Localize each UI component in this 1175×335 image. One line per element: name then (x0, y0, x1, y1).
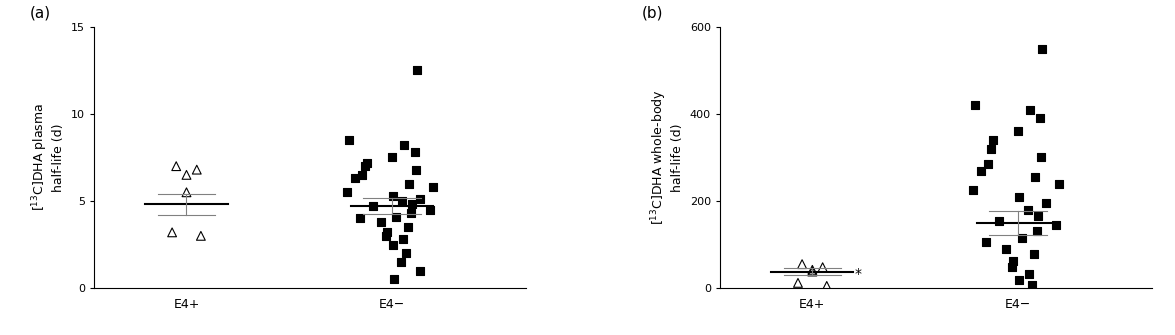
Point (377, 230, 396, 235)
Point (337, 190, 356, 195)
Text: (a): (a) (29, 6, 51, 21)
Point (1019, 271, 1038, 277)
Point (803, 269, 821, 274)
Point (1046, 222, 1065, 228)
Point (410, 268, 429, 273)
Point (167, 163, 186, 169)
Point (1032, 155, 1050, 160)
Point (395, 143, 414, 148)
Y-axis label: [$^{13}$C]DHA plasma
half-life (d): [$^{13}$C]DHA plasma half-life (d) (31, 104, 66, 211)
Point (1013, 235, 1032, 241)
Point (357, 160, 376, 165)
Point (1028, 214, 1047, 219)
Point (377, 233, 396, 239)
Point (788, 280, 807, 285)
Point (383, 155, 402, 160)
Point (364, 204, 383, 209)
Point (400, 181, 418, 186)
Point (408, 68, 427, 73)
Point (1025, 252, 1043, 257)
Point (1009, 194, 1028, 199)
Point (403, 202, 422, 207)
Point (162, 230, 181, 235)
Point (813, 265, 832, 270)
Point (1028, 229, 1047, 234)
Point (405, 149, 424, 155)
Point (1008, 129, 1027, 134)
Point (963, 188, 982, 193)
Point (1022, 282, 1041, 287)
Text: (b): (b) (643, 6, 664, 21)
Point (384, 242, 403, 247)
Point (392, 198, 411, 204)
Point (965, 103, 983, 108)
Point (1036, 200, 1055, 206)
Point (983, 137, 1002, 143)
Point (421, 207, 439, 212)
Point (340, 137, 358, 143)
Point (402, 210, 421, 216)
Point (394, 237, 412, 242)
Point (352, 172, 371, 178)
Point (187, 167, 206, 172)
Point (989, 218, 1008, 223)
Point (411, 197, 430, 202)
Point (976, 240, 995, 245)
Point (384, 277, 403, 282)
Point (192, 233, 210, 239)
Point (981, 146, 1000, 151)
Point (424, 184, 443, 190)
Point (384, 193, 403, 198)
Point (177, 172, 196, 178)
Point (998, 246, 1016, 252)
Point (1026, 174, 1045, 180)
Point (398, 224, 417, 230)
Point (407, 167, 425, 172)
Point (387, 214, 405, 219)
Point (1021, 107, 1040, 112)
Point (391, 259, 410, 265)
Point (350, 216, 369, 221)
Point (1003, 258, 1022, 264)
Point (1049, 181, 1068, 186)
Point (1009, 278, 1028, 283)
Y-axis label: [$^{13}$C]DHA whole-body
half-life (d): [$^{13}$C]DHA whole-body half-life (d) (650, 90, 684, 225)
Point (793, 261, 812, 267)
Point (1019, 207, 1038, 212)
Point (177, 190, 196, 195)
Text: *: * (854, 267, 861, 281)
Point (818, 283, 837, 288)
Point (355, 163, 374, 169)
Point (1033, 46, 1052, 51)
Point (1030, 116, 1049, 121)
Point (972, 168, 991, 173)
Point (979, 161, 998, 167)
Point (396, 251, 415, 256)
Point (371, 219, 390, 224)
Point (345, 176, 364, 181)
Point (803, 267, 821, 272)
Point (1002, 265, 1021, 270)
